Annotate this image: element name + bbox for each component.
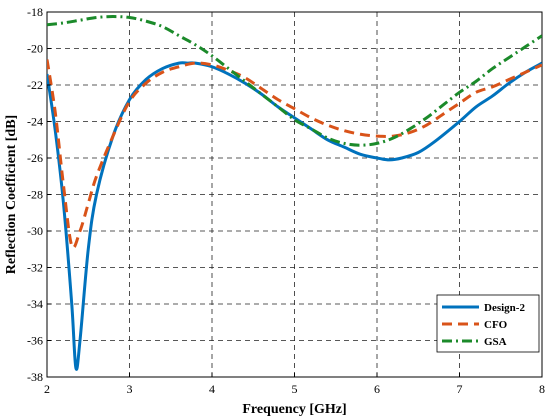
legend-label-gsa: GSA xyxy=(484,336,507,348)
y-tick-label: -36 xyxy=(27,334,43,348)
x-tick-label: 8 xyxy=(539,382,545,396)
y-tick-label: -34 xyxy=(27,297,43,311)
series-line-design-2 xyxy=(47,61,542,371)
series-line-cfo xyxy=(47,59,542,250)
y-tick-label: -20 xyxy=(27,42,43,56)
x-tick-label: 4 xyxy=(209,382,215,396)
x-tick-label: 6 xyxy=(374,382,380,396)
y-tick-label: -30 xyxy=(27,224,43,238)
y-tick-label: -38 xyxy=(27,370,43,384)
series-line-gsa xyxy=(47,15,542,147)
x-tick-label: 3 xyxy=(127,382,133,396)
y-tick-label: -28 xyxy=(27,188,43,202)
x-tick-label: 7 xyxy=(457,382,463,396)
legend-box xyxy=(436,294,540,353)
y-tick-label: -32 xyxy=(27,261,43,275)
legend-label-cfo: CFO xyxy=(484,319,508,331)
y-tick-label: -26 xyxy=(27,151,43,165)
grid-layer xyxy=(47,12,542,377)
legend: Design-2 CFO GSA xyxy=(436,294,540,353)
y-tick-label: -22 xyxy=(27,78,43,92)
x-tick-label: 5 xyxy=(292,382,298,396)
y-tick-label: -18 xyxy=(27,5,43,19)
legend-label-design-2: Design-2 xyxy=(484,302,525,314)
tick-label-layer: 2 3 4 5 6 7 8 -38 -36 -34 -32 -30 -28 -26 -24 -22 -20 -18 xyxy=(27,5,545,396)
series-layer xyxy=(47,15,542,371)
legend-items: Design-2 CFO GSA xyxy=(442,302,525,348)
y-axis-title: Reflection Coefficient [dB] xyxy=(4,115,19,274)
y-tick-label: -24 xyxy=(27,115,43,129)
x-tick-label: 2 xyxy=(44,382,50,396)
x-axis-title: Frequency [GHz] xyxy=(242,402,346,417)
